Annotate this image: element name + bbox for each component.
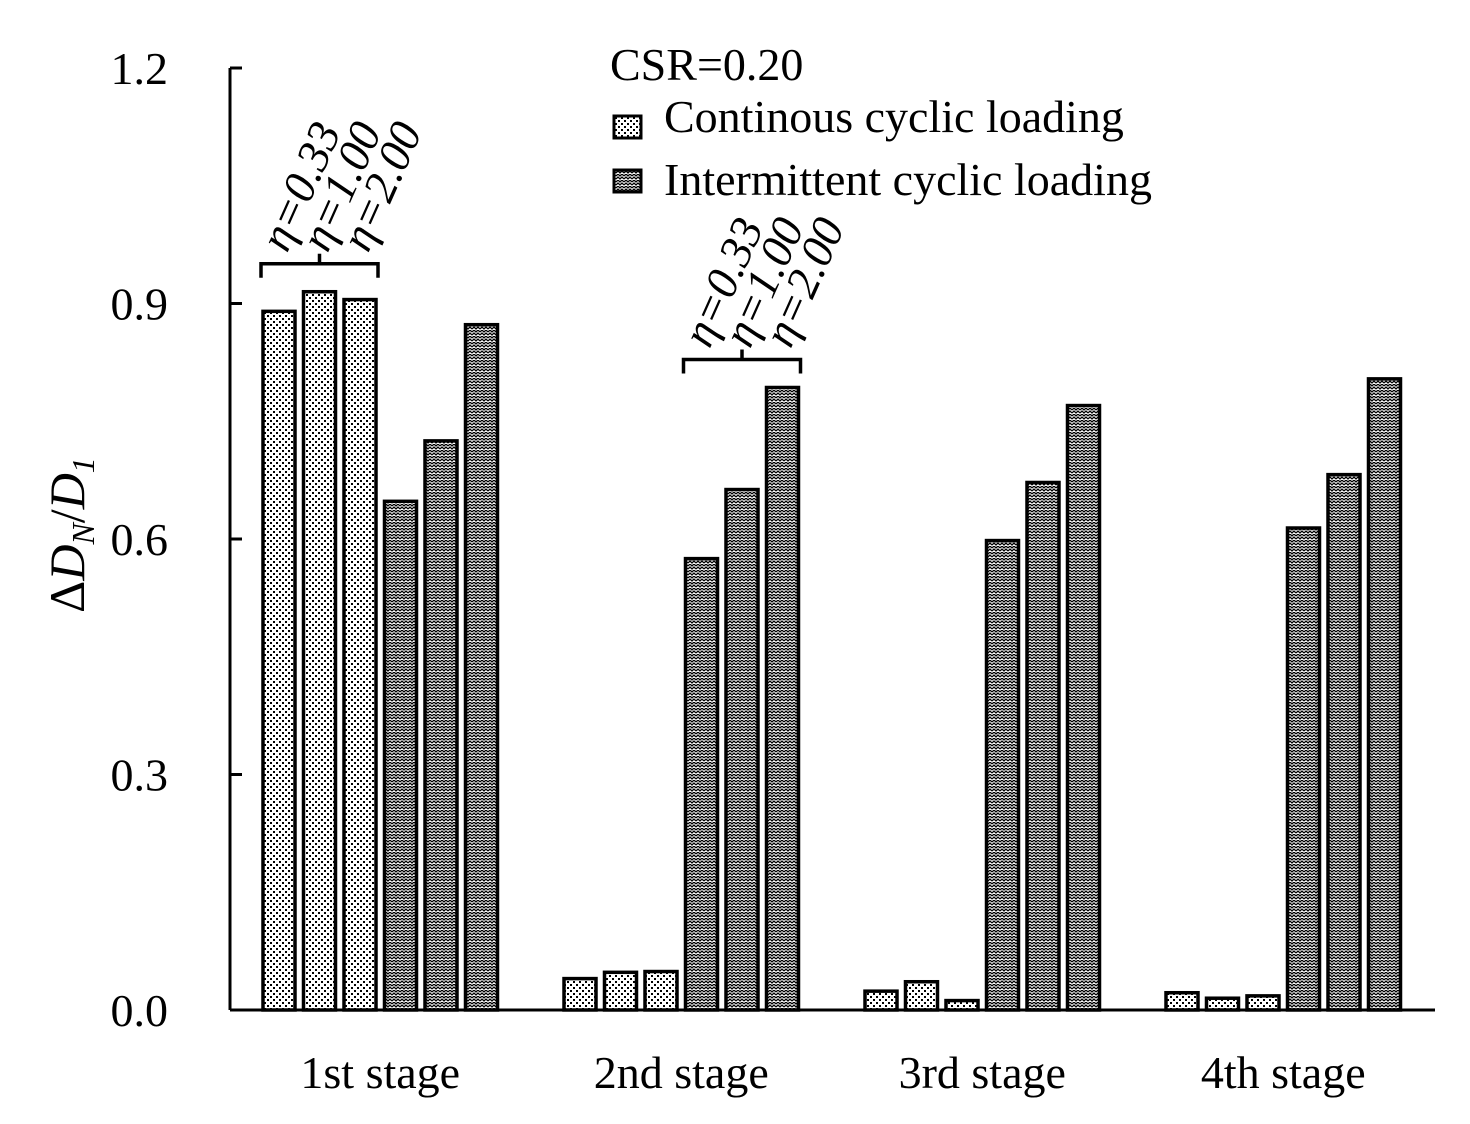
legend-label-continuous: Continous cyclic loading	[664, 91, 1124, 142]
bar-intermittent-3-3	[1065, 403, 1102, 1012]
legend-label-intermittent: Intermittent cyclic loading	[664, 154, 1152, 205]
bar-continuous-2-3	[643, 969, 679, 1012]
x-tick-label: 3rd stage	[899, 1047, 1066, 1098]
bar-intermittent-3-2	[1025, 480, 1061, 1012]
bar-continuous-1-2	[301, 289, 338, 1012]
bar-intermittent-4-1	[1285, 526, 1322, 1012]
legend: CSR=0.20 Continous cyclic loading Interm…	[610, 39, 1152, 205]
bar-continuous-3-3	[944, 998, 980, 1012]
y-label-delta: Δ	[39, 581, 95, 613]
bar-intermittent-1-2	[423, 439, 459, 1012]
bar-continuous-4-3	[1245, 994, 1281, 1012]
bar-continuous-4-1	[1164, 990, 1200, 1012]
y-axis-label: ΔDN/D1	[39, 457, 101, 613]
bar-intermittent-4-2	[1326, 472, 1362, 1012]
x-tick-label: 1st stage	[300, 1047, 460, 1098]
bar-intermittent-3-1	[984, 538, 1021, 1012]
bar-continuous-1-1	[261, 309, 297, 1012]
bars	[261, 289, 1403, 1012]
y-tick-label: 0.3	[111, 750, 169, 801]
x-tick-label: 2nd stage	[594, 1047, 769, 1098]
y-label-den: D	[39, 473, 95, 510]
bar-intermittent-4-3	[1366, 377, 1403, 1012]
bar-intermittent-1-1	[382, 499, 419, 1012]
y-label-num: D	[39, 545, 95, 582]
y-tick-label: 0.6	[111, 514, 169, 565]
x-tick-label: 4th stage	[1201, 1047, 1366, 1098]
bar-intermittent-2-2	[724, 487, 760, 1012]
bar-continuous-2-1	[562, 976, 598, 1012]
x-tick-labels: 1st stage 2nd stage 3rd stage 4th stage	[300, 1047, 1365, 1098]
bar-continuous-1-3	[342, 297, 378, 1012]
bar-intermittent-2-1	[683, 556, 720, 1012]
bar-continuous-3-2	[903, 979, 940, 1012]
y-label-slash: /	[39, 509, 95, 523]
csr-annotation: CSR=0.20	[610, 39, 803, 90]
legend-swatch-continuous	[612, 114, 643, 140]
annotation-bracket	[681, 357, 803, 374]
bar-continuous-2-2	[602, 970, 639, 1012]
annotation-bracket	[259, 261, 380, 278]
y-tick-label: 0.0	[111, 985, 169, 1036]
y-tick-label: 0.9	[111, 279, 169, 330]
bar-continuous-4-2	[1204, 996, 1241, 1012]
bar-intermittent-2-3	[764, 385, 801, 1012]
y-label-num-sub: N	[65, 522, 101, 546]
bar-continuous-3-1	[863, 989, 899, 1012]
y-label-den-sub: 1	[65, 457, 101, 473]
y-ticks: 0.0 0.3 0.6 0.9 1.2	[111, 43, 242, 1036]
bar-intermittent-1-3	[463, 322, 500, 1012]
legend-swatch-intermittent	[612, 168, 643, 194]
y-tick-label: 1.2	[111, 43, 169, 94]
